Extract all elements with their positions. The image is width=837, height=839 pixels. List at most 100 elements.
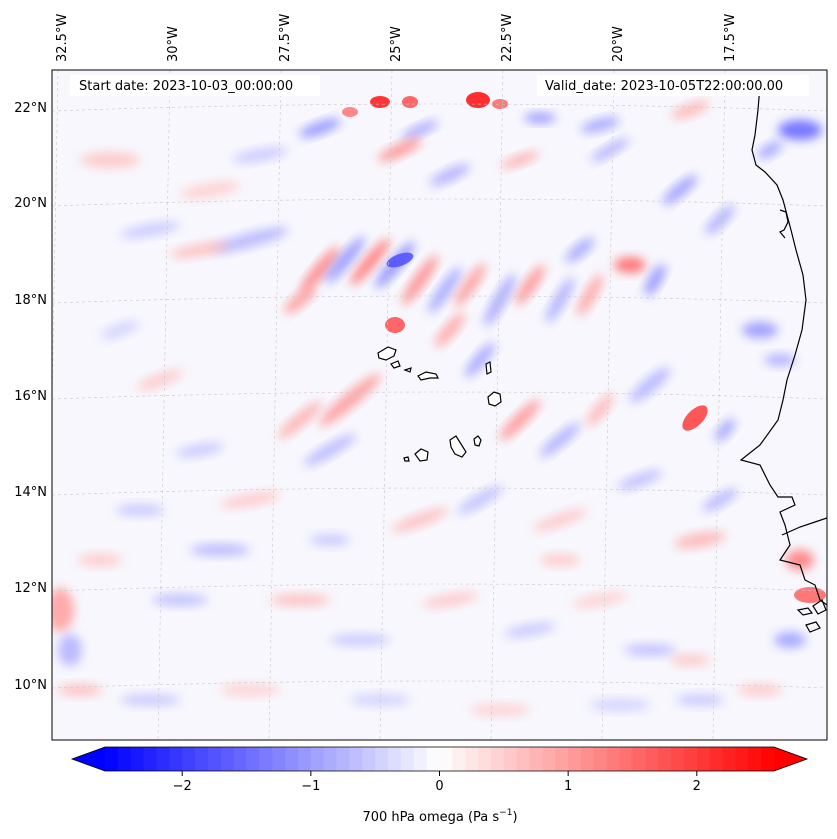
colorbar-cell bbox=[182, 747, 196, 771]
descent-streak bbox=[232, 147, 288, 163]
ascent-streak bbox=[391, 508, 449, 532]
ascent-streak bbox=[794, 587, 826, 603]
descent-streak bbox=[120, 694, 180, 706]
colorbar-cell bbox=[478, 747, 492, 771]
descent-streak bbox=[330, 634, 390, 646]
lon-label-17-5w: 17.5°W bbox=[723, 14, 738, 62]
colorbar-cell bbox=[143, 747, 157, 771]
descent-streak bbox=[504, 622, 556, 638]
colorbar-cell bbox=[117, 747, 132, 771]
lon-label-22-5w: 22.5°W bbox=[500, 14, 515, 62]
colorbar-cell bbox=[297, 747, 312, 771]
colorbar-cell bbox=[336, 747, 350, 771]
colorbar-cells bbox=[105, 747, 775, 771]
descent-streak bbox=[590, 138, 630, 162]
descent-streak bbox=[325, 236, 365, 284]
colorbar-cell bbox=[735, 747, 749, 771]
colorbar-cell bbox=[362, 747, 376, 771]
colorbar-cell bbox=[426, 747, 440, 771]
colorbar-cell bbox=[375, 747, 389, 771]
map-frame bbox=[51, 69, 828, 741]
ascent-streak bbox=[466, 92, 490, 108]
descent-streak bbox=[629, 367, 671, 403]
colorbar-cell bbox=[272, 747, 286, 771]
valid-date-box bbox=[537, 75, 809, 96]
descent-streak bbox=[644, 264, 666, 296]
colorbar-tick-label: −2 bbox=[173, 779, 192, 794]
ascent-streak bbox=[370, 96, 390, 108]
island-santiago bbox=[449, 435, 467, 458]
colorbar-cell bbox=[529, 747, 543, 771]
island-brava bbox=[403, 456, 410, 462]
map-panel bbox=[51, 69, 828, 741]
descent-streak bbox=[429, 164, 471, 186]
ascent-streak bbox=[572, 592, 628, 608]
descent-streak bbox=[539, 422, 581, 458]
colorbar-tick-label: −1 bbox=[301, 779, 320, 794]
meridian-gridline bbox=[490, 70, 504, 740]
ascent-streak bbox=[319, 373, 381, 427]
map-background bbox=[52, 70, 827, 740]
ascent-streak bbox=[270, 594, 330, 606]
descent-streak bbox=[299, 118, 341, 138]
lon-label-30w: 30°W bbox=[166, 26, 181, 62]
gridlines bbox=[52, 70, 827, 740]
ascent-streak bbox=[540, 554, 580, 566]
island-santa-luzia bbox=[403, 367, 412, 373]
descent-streak bbox=[401, 120, 439, 140]
colorbar-cell bbox=[439, 747, 453, 771]
parallel-gridline bbox=[52, 391, 827, 400]
ascent-streak bbox=[682, 405, 708, 431]
descent-streak bbox=[676, 694, 724, 706]
ascent-streak bbox=[402, 96, 418, 108]
descent-streak bbox=[565, 237, 595, 263]
colorbar-tick-label: 2 bbox=[693, 779, 701, 794]
parallel-gridline bbox=[52, 198, 827, 207]
colorbar-cell bbox=[105, 747, 119, 771]
colorbar: −2 −1 0 1 2 700 hPa omega (Pa s−1) bbox=[70, 746, 809, 825]
island-fogo bbox=[414, 448, 429, 462]
ascent-streak bbox=[78, 554, 122, 566]
ascent-streak bbox=[52, 588, 74, 632]
ascent-streak bbox=[501, 151, 539, 169]
descent-streak bbox=[580, 117, 620, 133]
descent-streak bbox=[465, 342, 495, 378]
cabo-verde-islands bbox=[377, 346, 502, 462]
ascent-streak bbox=[674, 531, 726, 549]
descent-streak bbox=[662, 175, 698, 205]
ascent-streak bbox=[422, 592, 478, 608]
ascent-streak bbox=[738, 684, 782, 696]
colorbar-cell bbox=[169, 747, 183, 771]
guinea-bissau-islands bbox=[796, 599, 827, 633]
parallel-gridline bbox=[52, 487, 827, 496]
ascent-streak bbox=[58, 684, 102, 696]
colorbar-outline bbox=[70, 746, 809, 772]
colorbar-cell bbox=[195, 747, 209, 771]
colorbar-label-text: 700 hPa omega (Pa s bbox=[362, 810, 499, 825]
descent-streak bbox=[757, 141, 783, 159]
colorbar-label: 700 hPa omega (Pa s−1) bbox=[362, 808, 517, 825]
meridian-gridline bbox=[157, 70, 171, 740]
descent-streak bbox=[546, 277, 574, 323]
descent-streak bbox=[484, 273, 516, 327]
colorbar-cell bbox=[323, 747, 337, 771]
colorbar-cell bbox=[658, 747, 672, 771]
ascent-streak bbox=[786, 550, 814, 570]
parallel-gridline bbox=[52, 583, 827, 592]
descent-streak bbox=[152, 594, 208, 606]
descent-streak bbox=[778, 120, 822, 140]
island-sao-nicolau bbox=[417, 371, 439, 381]
colorbar-cell bbox=[400, 747, 415, 771]
descent-streak bbox=[590, 699, 650, 711]
ascent-streak bbox=[586, 394, 614, 426]
colorbar-tick-label: 0 bbox=[435, 779, 443, 794]
colorbar-cell bbox=[761, 747, 775, 771]
lat-label-20n: 20°N bbox=[14, 196, 47, 211]
colorbar-cell bbox=[285, 747, 299, 771]
colorbar-cell bbox=[696, 747, 711, 771]
island-sal bbox=[485, 361, 492, 375]
lat-label-16n: 16°N bbox=[14, 389, 47, 404]
colorbar-cell bbox=[671, 747, 685, 771]
lat-label-12n: 12°N bbox=[14, 581, 47, 596]
island-boa-vista bbox=[487, 391, 502, 407]
